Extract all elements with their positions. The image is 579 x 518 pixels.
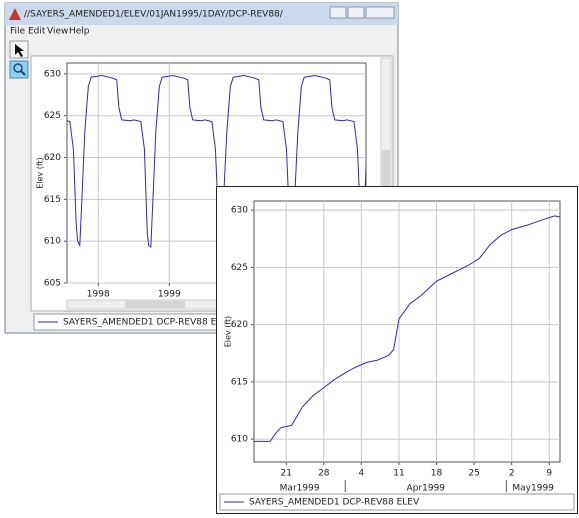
x-tick-label: 9 [546,469,552,479]
v-scroll-thumb[interactable] [382,150,390,190]
x-tick-label: 1998 [87,290,110,300]
menu-item[interactable]: Help [69,27,90,37]
zoom-icon [13,63,23,73]
app-icon [9,8,21,20]
x-tick-label: 4 [359,469,365,479]
y-tick-label: 615 [231,377,248,387]
x-tick-label: 21 [280,469,291,479]
menu-item[interactable]: Edit [28,27,46,37]
series-line [254,215,560,442]
plot-area [253,200,561,463]
legend-label: SAYERS_AMENDED1 DCP-REV88 ELEV [249,498,420,508]
y-tick-label: 605 [44,279,61,289]
x-tick-label: 1999 [158,290,181,300]
legend-box [219,493,575,511]
y-tick-label: 615 [44,195,61,205]
front-window: 610 615 620 625 630 21 28 4 11 18 25 2 9 Mar1999 Apr19… [216,186,578,514]
legend-label: SAYERS_AMENDED1 DCP-REV88 ELEV [63,318,234,328]
window-title: //SAYERS_AMENDED1/ELEV/01JAN1995/1DAY/DC… [24,10,284,20]
y-tick-label: 625 [231,263,248,273]
h-scroll-thumb[interactable] [125,301,185,308]
y-tick-label: 630 [231,206,248,216]
menu-bar [6,25,397,37]
close-button[interactable] [365,6,395,19]
minimize-button[interactable] [329,6,347,19]
menu-item[interactable]: File [10,27,26,37]
month-label: Mar1999 [280,484,320,494]
y-tick-label: 625 [44,111,61,121]
x-tick-label: 25 [468,469,479,479]
month-label: May1999 [512,484,554,494]
y-tick-label: 610 [44,237,61,247]
maximize-button[interactable] [347,6,365,19]
y-tick-label: 630 [44,69,61,79]
x-tick-label: 18 [431,469,443,479]
menu-item[interactable]: View [47,27,68,37]
x-tick-label: 28 [318,469,330,479]
y-tick-label: 620 [231,320,248,330]
y-tick-label: 610 [231,435,248,445]
y-axis-label: Elev (ft) [224,316,233,348]
title-bar [5,3,398,25]
x-tick-label: 11 [393,469,404,479]
y-axis-label: Elev (ft) [36,157,45,189]
pointer-icon [15,44,24,57]
x-tick-label: 2 [509,469,515,479]
zoom-icon [20,70,26,76]
y-tick-label: 620 [44,153,61,163]
month-label: Apr1999 [407,484,446,494]
